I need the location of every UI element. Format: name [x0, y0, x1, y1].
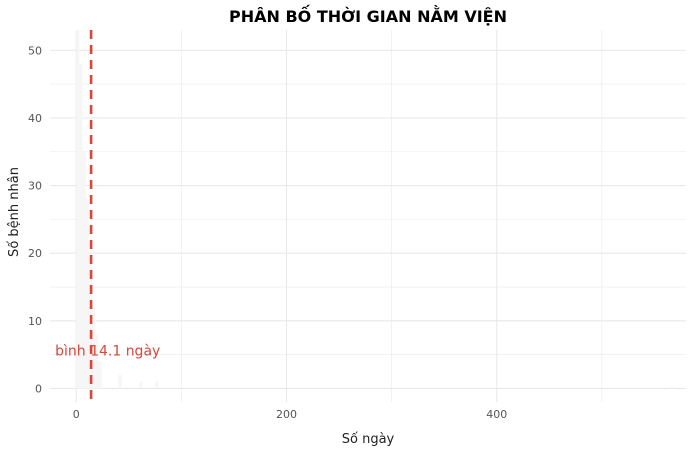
- y-tick-label: 10: [28, 315, 42, 328]
- histogram-bar: [76, 30, 80, 389]
- x-axis-label: Số ngày: [342, 432, 395, 447]
- histogram-bar: [85, 199, 89, 389]
- axis-ticks: 0 10 20 30 40 50 0 200 400: [28, 44, 507, 421]
- y-axis-label: Số bệnh nhân: [7, 167, 22, 257]
- histogram-bar: [139, 381, 143, 389]
- x-tick-label: 400: [486, 408, 507, 421]
- y-tick-label: 50: [28, 44, 42, 57]
- y-tick-label: 0: [35, 382, 42, 395]
- y-tick-label: 20: [28, 247, 42, 260]
- histogram-bar: [95, 334, 99, 389]
- histogram-bar: [155, 381, 159, 389]
- histogram-bar: [98, 361, 102, 389]
- histogram-bars: [76, 30, 674, 389]
- histogram-bar: [92, 307, 96, 389]
- histogram-bar: [118, 374, 122, 389]
- chart-title: PHÂN BỐ THỜI GIAN NẰM VIỆN: [229, 5, 507, 26]
- grid-lines: [50, 30, 686, 402]
- y-tick-label: 40: [28, 112, 42, 125]
- x-tick-label: 200: [276, 408, 297, 421]
- x-tick-label: 0: [73, 408, 80, 421]
- mean-annotation: bình 14.1 ngày: [55, 344, 160, 360]
- y-tick-label: 30: [28, 180, 42, 193]
- histogram-bar: [670, 386, 674, 389]
- histogram-bar: [79, 63, 83, 389]
- histogram-bar: [82, 151, 86, 389]
